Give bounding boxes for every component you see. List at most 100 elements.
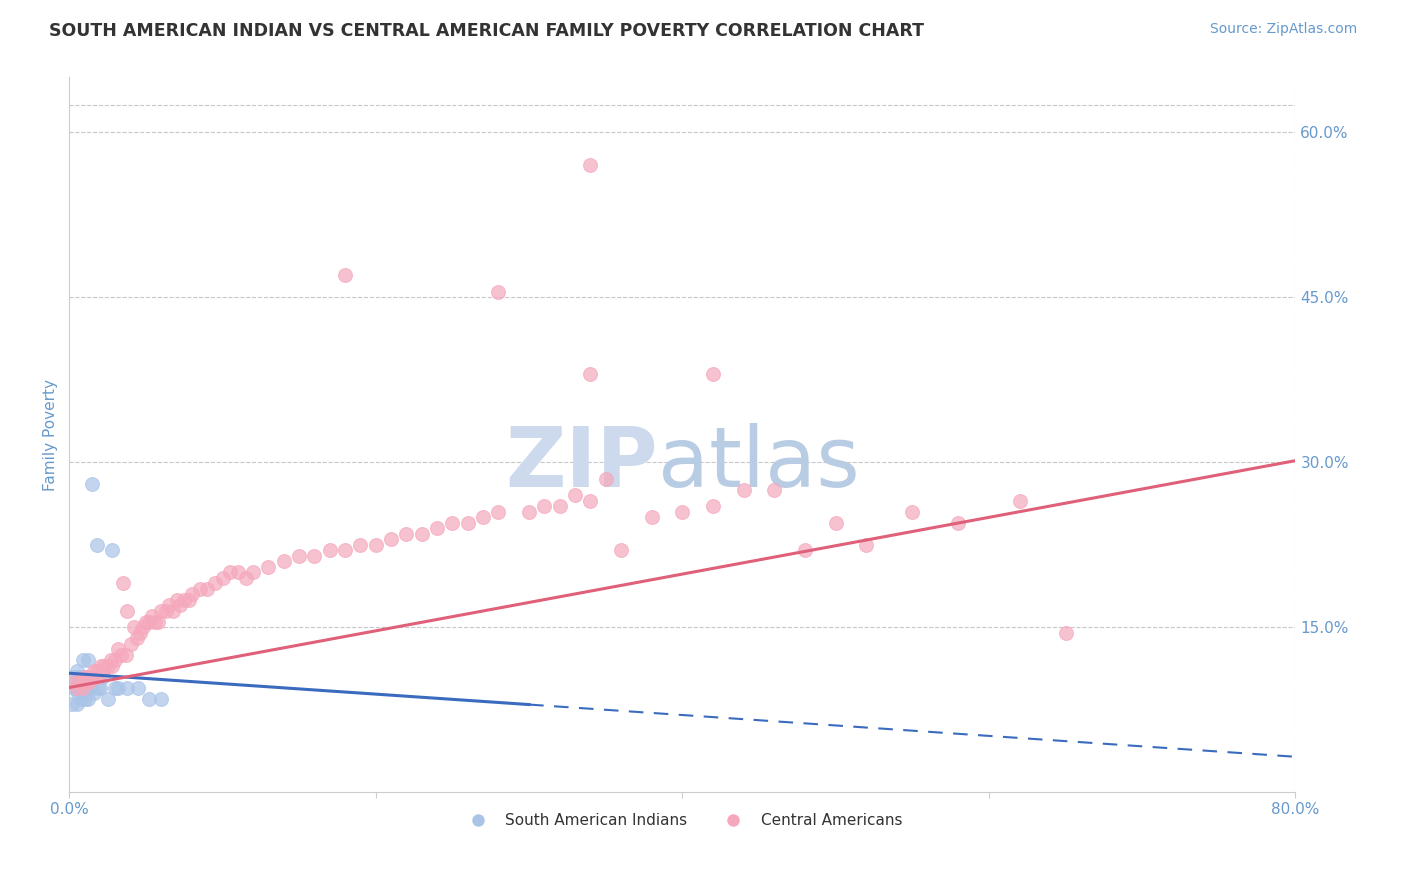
Point xyxy=(364,538,387,552)
Point xyxy=(60,697,83,711)
Point xyxy=(333,543,356,558)
Point xyxy=(82,669,104,683)
Point xyxy=(117,681,139,695)
Point xyxy=(1008,493,1031,508)
Point xyxy=(83,686,105,700)
Point xyxy=(472,510,495,524)
Legend: South American Indians, Central Americans: South American Indians, Central American… xyxy=(457,807,908,834)
Point xyxy=(155,604,177,618)
Point xyxy=(349,538,371,552)
Point xyxy=(211,571,233,585)
Text: SOUTH AMERICAN INDIAN VS CENTRAL AMERICAN FAMILY POVERTY CORRELATION CHART: SOUTH AMERICAN INDIAN VS CENTRAL AMERICA… xyxy=(49,22,924,40)
Point xyxy=(380,532,402,546)
Point xyxy=(333,268,356,283)
Point xyxy=(86,664,108,678)
Point xyxy=(75,675,97,690)
Point xyxy=(855,538,877,552)
Point xyxy=(89,664,111,678)
Point xyxy=(671,505,693,519)
Point xyxy=(150,691,173,706)
Point xyxy=(63,669,86,683)
Point xyxy=(70,675,93,690)
Point xyxy=(107,681,129,695)
Point xyxy=(96,691,118,706)
Point xyxy=(426,521,449,535)
Point xyxy=(579,368,602,382)
Point xyxy=(80,681,103,695)
Point xyxy=(257,559,280,574)
Point xyxy=(82,675,104,690)
Point xyxy=(87,681,110,695)
Point xyxy=(162,604,184,618)
Point xyxy=(141,609,163,624)
Point xyxy=(122,620,145,634)
Point xyxy=(733,483,755,497)
Point xyxy=(66,664,89,678)
Point xyxy=(143,615,166,629)
Point xyxy=(80,669,103,683)
Point xyxy=(76,653,98,667)
Y-axis label: Family Poverty: Family Poverty xyxy=(44,379,58,491)
Point xyxy=(441,516,464,530)
Point xyxy=(66,697,89,711)
Point xyxy=(219,565,242,579)
Point xyxy=(115,648,138,662)
Point xyxy=(127,681,149,695)
Point xyxy=(157,598,180,612)
Point xyxy=(177,592,200,607)
Point xyxy=(91,669,114,683)
Point xyxy=(1054,625,1077,640)
Point xyxy=(87,669,110,683)
Point xyxy=(702,499,724,513)
Point xyxy=(69,681,91,695)
Point xyxy=(69,669,91,683)
Point xyxy=(91,664,114,678)
Text: atlas: atlas xyxy=(658,423,859,504)
Point xyxy=(226,565,249,579)
Point xyxy=(67,669,90,683)
Point xyxy=(73,691,96,706)
Point xyxy=(411,526,433,541)
Point xyxy=(486,285,509,299)
Point xyxy=(548,499,571,513)
Point xyxy=(901,505,924,519)
Point xyxy=(73,669,96,683)
Point xyxy=(76,691,98,706)
Point xyxy=(235,571,257,585)
Point xyxy=(101,658,124,673)
Text: ZIP: ZIP xyxy=(505,423,658,504)
Point xyxy=(146,615,169,629)
Point xyxy=(70,691,93,706)
Point xyxy=(104,653,127,667)
Point xyxy=(169,598,191,612)
Point xyxy=(242,565,264,579)
Point xyxy=(125,631,148,645)
Point xyxy=(72,681,94,695)
Point xyxy=(457,516,479,530)
Point xyxy=(72,653,94,667)
Point xyxy=(110,648,132,662)
Point xyxy=(77,681,100,695)
Point xyxy=(702,368,724,382)
Point xyxy=(86,538,108,552)
Point xyxy=(173,592,195,607)
Point xyxy=(100,653,122,667)
Point xyxy=(188,582,211,596)
Point xyxy=(83,664,105,678)
Point xyxy=(319,543,342,558)
Point xyxy=(84,669,107,683)
Point xyxy=(89,681,111,695)
Point xyxy=(111,576,134,591)
Point xyxy=(104,681,127,695)
Point xyxy=(70,675,93,690)
Point xyxy=(824,516,846,530)
Point xyxy=(76,669,98,683)
Point xyxy=(517,505,540,519)
Point xyxy=(120,636,142,650)
Point xyxy=(166,592,188,607)
Point xyxy=(135,615,157,629)
Point xyxy=(763,483,786,497)
Point xyxy=(117,604,139,618)
Point xyxy=(66,681,89,695)
Point xyxy=(63,675,86,690)
